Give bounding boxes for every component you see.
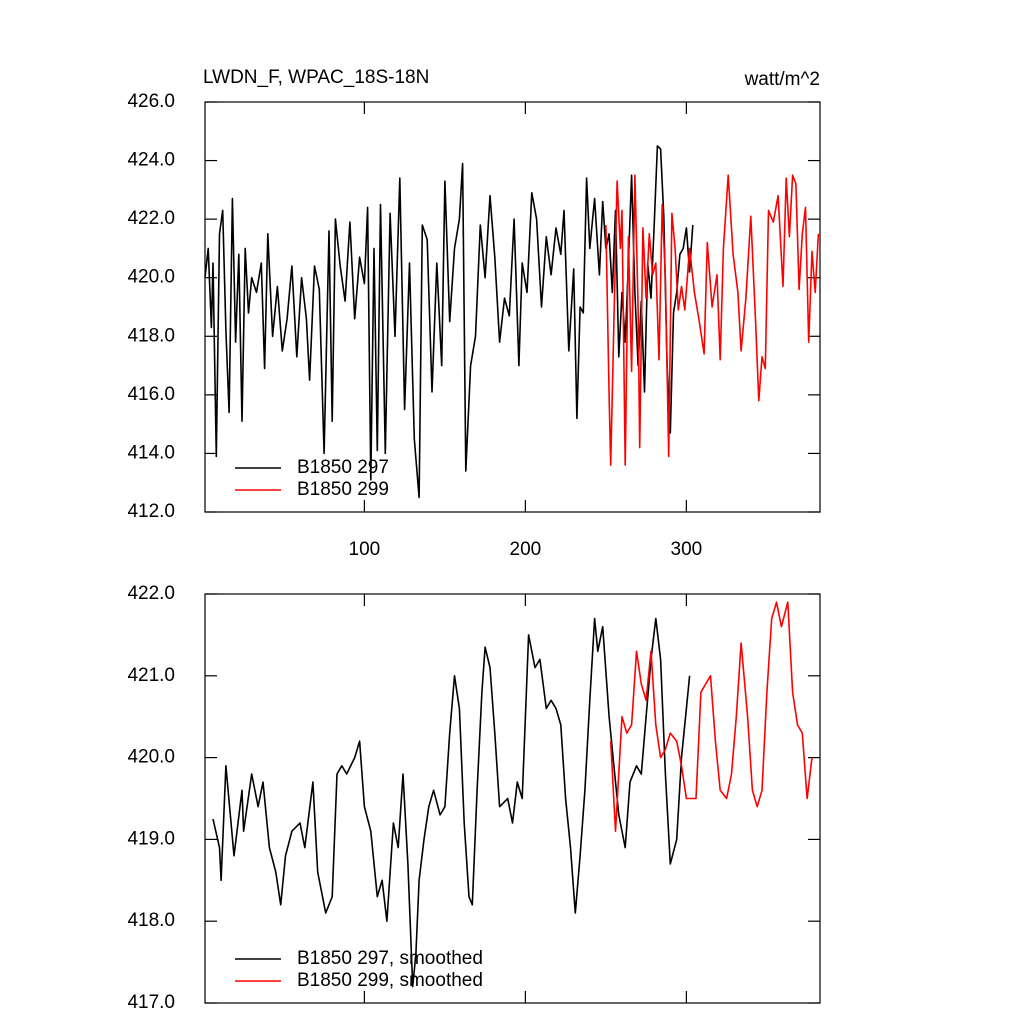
y-tick-label: 418.0 bbox=[127, 910, 175, 931]
legend-label: B1850 299, smoothed bbox=[297, 970, 483, 991]
y-tick-label: 419.0 bbox=[127, 828, 175, 849]
y-tick-label: 418.0 bbox=[127, 325, 175, 346]
legend-label: B1850 297, smoothed bbox=[297, 948, 483, 969]
y-tick-label: 421.0 bbox=[127, 665, 175, 686]
data-line bbox=[204, 145, 694, 499]
y-tick-label: 416.0 bbox=[127, 384, 175, 405]
x-tick-label: 200 bbox=[510, 539, 542, 560]
y-tick-label: 426.0 bbox=[127, 91, 175, 112]
y-tick-label: 420.0 bbox=[127, 747, 175, 768]
y-tick-label: 420.0 bbox=[127, 267, 175, 288]
y-tick-label: 422.0 bbox=[127, 208, 175, 229]
x-tick-label: 300 bbox=[671, 539, 703, 560]
plot-frame bbox=[204, 101, 821, 513]
chart-title: LWDN_F, WPAC_18S-18N bbox=[203, 67, 429, 88]
legend-label: B1850 299 bbox=[297, 479, 389, 500]
plot-frame bbox=[204, 593, 821, 1004]
y-tick-label: 422.0 bbox=[127, 583, 175, 604]
data-line bbox=[212, 617, 691, 988]
y-tick-label: 412.0 bbox=[127, 501, 175, 522]
legend-label: B1850 297 bbox=[297, 457, 389, 478]
x-tick-label: 100 bbox=[349, 539, 381, 560]
units-label: watt/m^2 bbox=[744, 69, 820, 90]
y-tick-label: 424.0 bbox=[127, 150, 175, 171]
data-line bbox=[605, 174, 820, 466]
y-tick-label: 417.0 bbox=[127, 992, 175, 1013]
data-line bbox=[609, 601, 813, 832]
y-tick-label: 414.0 bbox=[127, 442, 175, 463]
